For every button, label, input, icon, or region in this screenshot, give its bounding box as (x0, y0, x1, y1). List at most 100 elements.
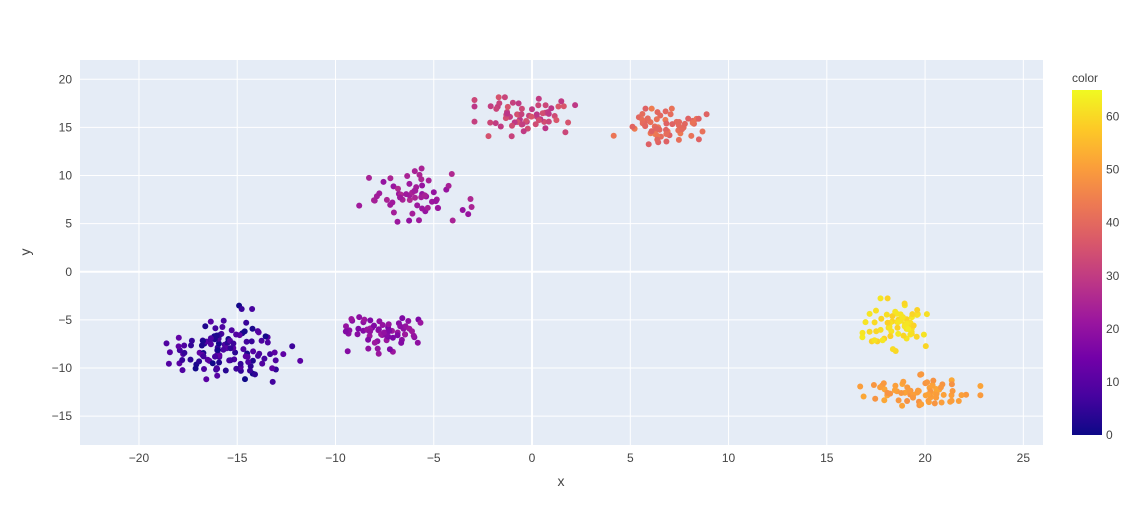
scatter-point[interactable] (419, 182, 426, 189)
scatter-point[interactable] (244, 353, 251, 360)
scatter-point[interactable] (877, 384, 884, 391)
scatter-point[interactable] (883, 311, 890, 318)
scatter-point[interactable] (264, 339, 271, 346)
scatter-point[interactable] (929, 382, 936, 389)
scatter-point[interactable] (899, 402, 906, 409)
scatter-point[interactable] (163, 340, 170, 347)
scatter-point[interactable] (258, 337, 265, 344)
scatter-point[interactable] (871, 337, 878, 344)
scatter-point[interactable] (645, 141, 652, 148)
scatter-point[interactable] (872, 395, 879, 402)
scatter-point[interactable] (397, 323, 404, 330)
scatter-point[interactable] (207, 335, 214, 342)
scatter-point[interactable] (940, 391, 947, 398)
scatter-point[interactable] (894, 324, 901, 331)
scatter-point[interactable] (644, 115, 651, 122)
scatter-point[interactable] (555, 103, 562, 110)
scatter-point[interactable] (232, 349, 239, 356)
scatter-point[interactable] (398, 339, 405, 346)
scatter-point[interactable] (406, 180, 413, 187)
scatter-point[interactable] (269, 378, 276, 385)
scatter-point[interactable] (397, 194, 403, 201)
scatter-point[interactable] (214, 347, 221, 354)
scatter-point[interactable] (404, 173, 411, 179)
scatter-point[interactable] (889, 346, 896, 353)
scatter-point[interactable] (421, 192, 428, 199)
scatter-point[interactable] (417, 319, 424, 326)
scatter-point[interactable] (532, 121, 539, 128)
scatter-point[interactable] (385, 321, 392, 328)
scatter-point[interactable] (233, 365, 240, 372)
scatter-point[interactable] (905, 326, 912, 332)
scatter-point[interactable] (914, 307, 921, 313)
scatter-point[interactable] (497, 123, 504, 130)
scatter-point[interactable] (906, 387, 913, 394)
scatter-point[interactable] (895, 397, 902, 404)
scatter-point[interactable] (386, 328, 393, 334)
scatter-point[interactable] (271, 349, 278, 356)
scatter-point[interactable] (501, 94, 508, 101)
scatter-point[interactable] (212, 353, 218, 360)
scatter-point[interactable] (220, 317, 227, 324)
scatter-point[interactable] (471, 118, 478, 125)
scatter-point[interactable] (202, 323, 209, 330)
scatter-point[interactable] (663, 138, 670, 145)
scatter-point[interactable] (387, 175, 394, 182)
scatter-point[interactable] (653, 116, 660, 123)
scatter-point[interactable] (663, 131, 670, 137)
scatter-point[interactable] (376, 190, 383, 197)
scatter-point[interactable] (187, 356, 194, 363)
scatter-point[interactable] (508, 133, 515, 140)
scatter-point[interactable] (230, 340, 237, 347)
scatter-point[interactable] (545, 118, 552, 125)
scatter-point[interactable] (948, 397, 955, 404)
scatter-point[interactable] (399, 315, 406, 322)
scatter-point[interactable] (414, 202, 421, 209)
scatter-point[interactable] (375, 350, 382, 357)
scatter-point[interactable] (922, 343, 929, 350)
scatter-point[interactable] (901, 300, 908, 307)
scatter-point[interactable] (297, 357, 304, 364)
scatter-point[interactable] (203, 376, 210, 383)
scatter-point[interactable] (937, 384, 944, 391)
scatter-point[interactable] (228, 327, 235, 334)
scatter-point[interactable] (866, 328, 873, 335)
scatter-point[interactable] (280, 351, 287, 358)
scatter-point[interactable] (471, 103, 478, 110)
scatter-point[interactable] (675, 136, 682, 143)
scatter-point[interactable] (196, 358, 203, 365)
scatter-point[interactable] (949, 388, 956, 394)
scatter-point[interactable] (243, 338, 250, 345)
scatter-point[interactable] (889, 313, 896, 320)
scatter-point[interactable] (165, 360, 172, 367)
scatter-point[interactable] (394, 332, 401, 339)
scatter-point[interactable] (412, 194, 418, 201)
scatter-point[interactable] (920, 331, 927, 338)
scatter-point[interactable] (560, 103, 567, 110)
scatter-point[interactable] (662, 108, 669, 115)
scatter-point[interactable] (374, 345, 381, 352)
scatter-point[interactable] (249, 306, 256, 312)
scatter-point[interactable] (269, 365, 276, 372)
scatter-point[interactable] (930, 377, 937, 384)
scatter-point[interactable] (343, 323, 349, 330)
scatter-point[interactable] (860, 393, 867, 400)
scatter-point[interactable] (237, 360, 244, 367)
scatter-point[interactable] (669, 121, 676, 128)
scatter-point[interactable] (629, 123, 636, 130)
scatter-point[interactable] (895, 319, 902, 326)
scatter-point[interactable] (918, 401, 925, 408)
scatter-point[interactable] (496, 100, 503, 107)
scatter-point[interactable] (410, 332, 417, 339)
scatter-point[interactable] (536, 117, 542, 124)
scatter-point[interactable] (201, 366, 207, 372)
scatter-point[interactable] (250, 348, 257, 355)
scatter-point[interactable] (924, 379, 931, 386)
scatter-point[interactable] (654, 109, 661, 116)
scatter-point[interactable] (918, 371, 925, 378)
scatter-point[interactable] (247, 367, 253, 374)
scatter-point[interactable] (356, 202, 363, 209)
scatter-point[interactable] (432, 198, 439, 205)
scatter-point[interactable] (207, 318, 214, 325)
scatter-point[interactable] (675, 122, 682, 129)
